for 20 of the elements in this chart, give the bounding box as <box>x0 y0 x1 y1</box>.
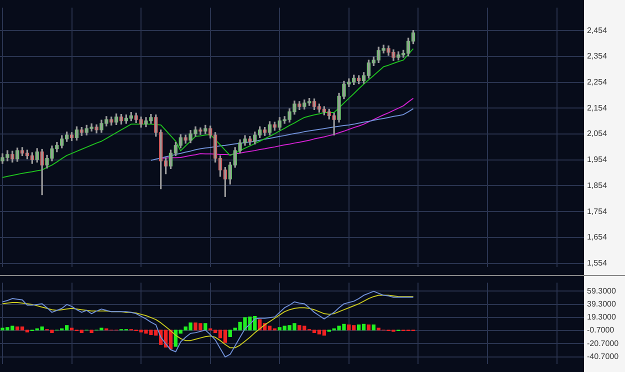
y-tick-label: 2,454 <box>587 26 608 35</box>
y-tick-label: 2,354 <box>587 52 608 61</box>
bar <box>372 324 376 330</box>
y-tick-label: -20.7000 <box>587 338 620 348</box>
y-tick-label: 2,154 <box>587 103 608 112</box>
y-tick-label: 1,754 <box>587 206 608 216</box>
bar <box>204 323 208 330</box>
y-tick-label: 39.3000 <box>587 299 616 308</box>
y-tick-label: 1,554 <box>587 258 608 268</box>
y-tick-label: -40.7000 <box>587 352 620 361</box>
bar <box>90 330 94 334</box>
y-tick-label: 59.3000 <box>587 286 616 296</box>
y-tick-label: 2,254 <box>587 77 608 86</box>
bar <box>366 324 371 330</box>
y-tick-label: 1,954 <box>587 155 608 164</box>
y-tick-label: 1,854 <box>587 180 608 190</box>
y-tick-label: 1,654 <box>587 232 608 242</box>
y-tick-label: 2,054 <box>587 129 608 138</box>
y-tick-label: 19.3000 <box>587 312 616 322</box>
y-tick-label: -0.7000 <box>587 326 615 335</box>
